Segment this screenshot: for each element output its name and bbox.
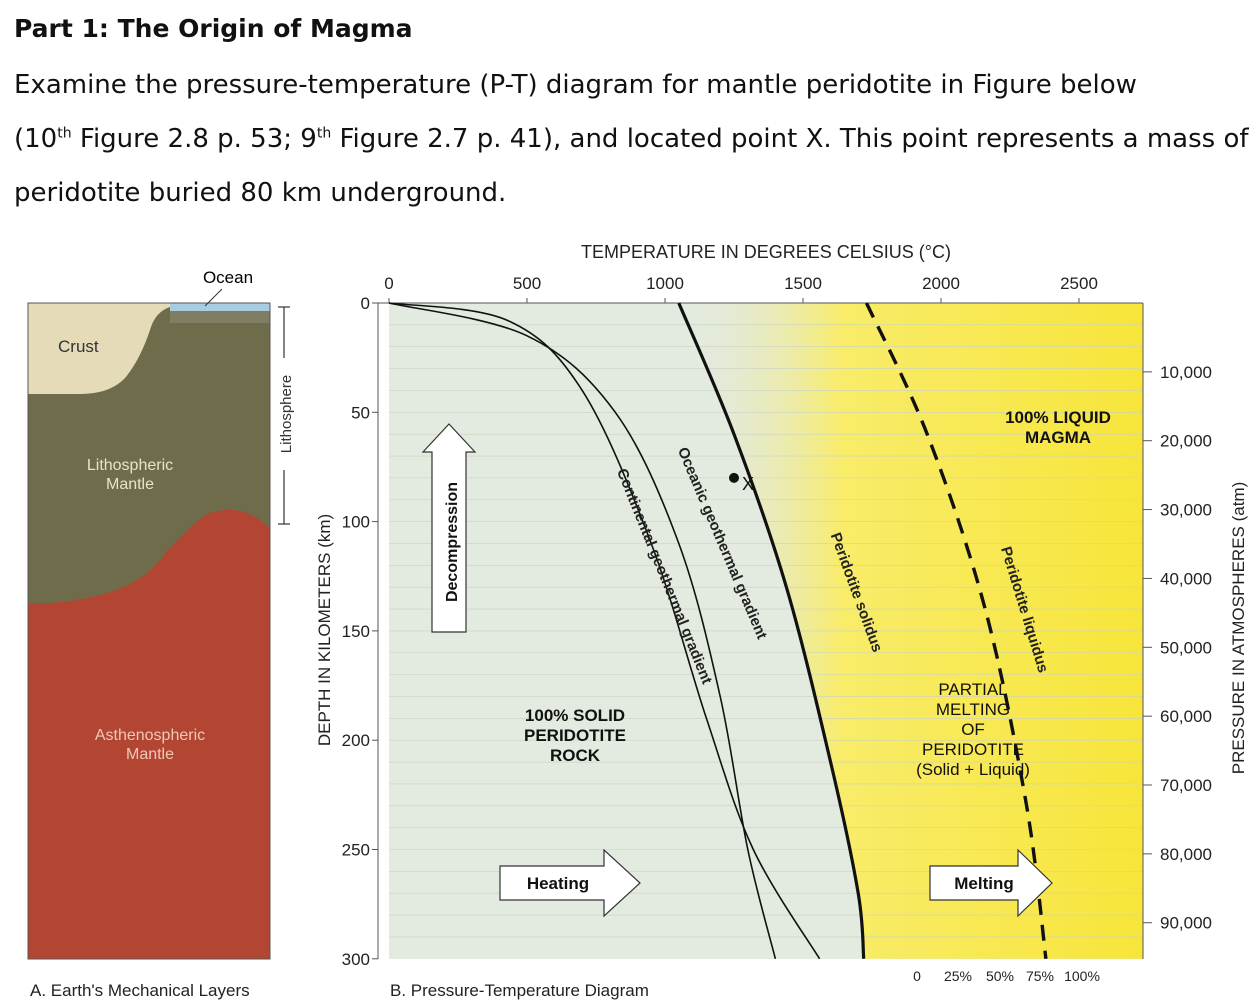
partial-label-4: PERIDOTITE [922, 740, 1024, 759]
pressure-tick-label: 90,000 [1160, 914, 1212, 933]
temperature-tick-label: 2000 [922, 274, 960, 293]
temperature-tick-label: 500 [513, 274, 541, 293]
depth-tick-label: 250 [342, 841, 370, 860]
solid-label-1: 100% SOLID [525, 706, 625, 725]
asthenospheric-mantle-label-1: Asthenospheric [95, 727, 205, 744]
partial-label-3: OF [961, 720, 985, 739]
melt-percent-ticks: 0 25% 50% 75% 100% [913, 968, 1100, 984]
depth-tick-label: 300 [342, 950, 370, 969]
ocean-layer [170, 303, 270, 311]
decompression-label: Decompression [444, 482, 461, 602]
liquid-label-2: MAGMA [1025, 428, 1091, 447]
paragraph-line-3: peridotite buried 80 km underground. [14, 178, 507, 208]
solid-label-3: ROCK [550, 746, 601, 765]
pressure-tick-label: 80,000 [1160, 845, 1212, 864]
depth-tick-label: 50 [351, 403, 370, 422]
page-heading: Part 1: The Origin of Magma [14, 14, 413, 43]
depth-tick-label: 200 [342, 731, 370, 750]
heating-arrow: Heating [499, 848, 641, 918]
ocean-pointer [204, 288, 223, 307]
temperature-tick-label: 1500 [784, 274, 822, 293]
panel-b: TEMPERATURE IN DEGREES CELSIUS (°C) 0 500… [315, 242, 1248, 1000]
lithospheric-mantle-label-1: Lithospheric [87, 457, 173, 474]
pressure-tick-label: 70,000 [1160, 776, 1212, 795]
point-x-label: X [742, 474, 754, 494]
pressure-tick-label: 30,000 [1160, 501, 1212, 520]
partial-label-1: PARTIAL [938, 680, 1007, 699]
ocean-label: Ocean [203, 268, 253, 287]
partial-label-2: MELTING [936, 700, 1010, 719]
melt-percent-tick-label: 100% [1064, 968, 1100, 984]
lithospheric-mantle-label-2: Mantle [106, 476, 154, 493]
lithosphere-label: Lithosphere [278, 375, 295, 453]
depth-tick-label: 100 [342, 513, 370, 532]
pressure-tick-label: 20,000 [1160, 432, 1212, 451]
melt-percent-tick-label: 50% [986, 968, 1014, 984]
pressure-tick-label: 40,000 [1160, 569, 1212, 588]
oceanic-crust [170, 311, 270, 323]
solid-label-2: PERIDOTITE [524, 726, 626, 745]
depth-tick-label: 150 [342, 622, 370, 641]
temperature-tick-label: 1000 [646, 274, 684, 293]
panel-a: Ocean Crust Lithospheric Mantle Asthenos… [27, 268, 295, 1000]
asthenospheric-mantle-label-2: Mantle [126, 746, 174, 763]
crust-layer [28, 303, 170, 394]
panel-b-caption: B. Pressure-Temperature Diagram [390, 981, 649, 1000]
liquid-label-1: 100% LIQUID [1005, 408, 1111, 427]
curves [388, 302, 1048, 960]
temperature-tick-label: 0 [384, 274, 393, 293]
liquidus-curve [864, 302, 1048, 960]
temperature-ticks: 0 500 1000 1500 2000 2500 [384, 274, 1098, 303]
temperature-axis-title: TEMPERATURE IN DEGREES CELSIUS (°C) [581, 242, 951, 262]
panel-a-caption: A. Earth's Mechanical Layers [30, 981, 250, 1000]
paragraph-line-1: Examine the pressure-temperature (P-T) d… [14, 70, 1137, 100]
pressure-axis-title: PRESSURE IN ATMOSPHERES (atm) [1229, 482, 1248, 775]
depth-axis-title: DEPTH IN KILOMETERS (km) [315, 514, 334, 746]
depth-ticks: 0 50 100 150 200 250 300 [342, 294, 378, 969]
pressure-tick-label: 50,000 [1160, 638, 1212, 657]
continental-gradient-curve [388, 302, 777, 959]
crust-label: Crust [58, 337, 99, 356]
pressure-tick-label: 10,000 [1160, 363, 1212, 382]
pressure-tick-label: 60,000 [1160, 707, 1212, 726]
oceanic-gradient-curve [388, 302, 821, 960]
partial-label-5: (Solid + Liquid) [916, 760, 1030, 779]
melt-percent-tick-label: 75% [1026, 968, 1054, 984]
melt-percent-tick-label: 0 [913, 968, 921, 984]
pressure-ticks: 10,000 20,000 30,000 40,000 50,000 60,000 70,0… [1143, 363, 1212, 933]
paragraph-line-2: (10th Figure 2.8 p. 53; 9th Figure 2.7 p… [14, 124, 1249, 154]
melt-percent-tick-label: 25% [944, 968, 972, 984]
heating-label: Heating [527, 874, 589, 893]
melting-label: Melting [954, 874, 1014, 893]
temperature-tick-label: 2500 [1060, 274, 1098, 293]
melting-arrow: Melting [929, 848, 1053, 918]
point-x-marker [729, 472, 739, 483]
solidus-curve [677, 302, 866, 959]
depth-tick-label: 0 [361, 294, 370, 313]
decompression-arrow: Decompression [421, 423, 477, 633]
